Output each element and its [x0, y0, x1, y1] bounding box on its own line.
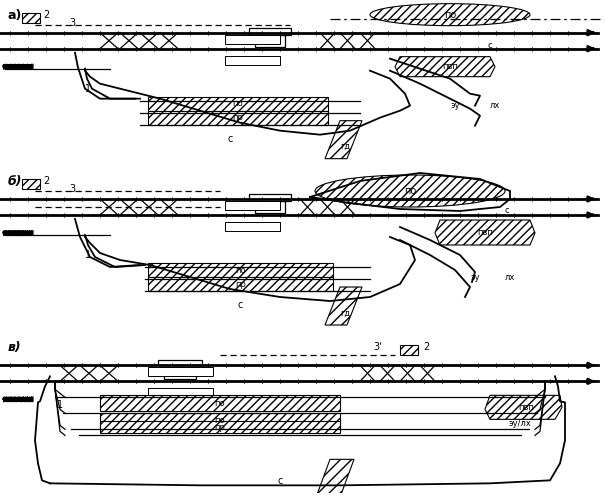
Polygon shape — [395, 57, 495, 77]
Text: эу/лх: эу/лх — [509, 419, 531, 428]
Polygon shape — [316, 460, 354, 498]
Bar — [225, 56, 280, 65]
Text: эу: эу — [470, 272, 480, 281]
Text: пвп: пвп — [442, 62, 458, 71]
Bar — [400, 345, 418, 355]
Bar — [148, 388, 213, 397]
Bar — [148, 111, 328, 125]
Text: а): а) — [8, 8, 22, 21]
Bar — [164, 367, 196, 379]
Text: пвп: пвп — [477, 228, 493, 237]
Text: лх: лх — [490, 101, 500, 110]
Text: по: по — [444, 9, 456, 19]
Text: 1: 1 — [85, 250, 91, 260]
Text: эу: эу — [450, 101, 460, 110]
Polygon shape — [485, 395, 562, 419]
Polygon shape — [325, 121, 362, 159]
Text: 2: 2 — [43, 9, 49, 19]
Text: с: с — [237, 300, 243, 310]
Text: по: по — [233, 99, 243, 108]
Text: 3: 3 — [69, 17, 75, 27]
Bar — [100, 413, 340, 427]
Text: в): в) — [8, 341, 22, 354]
Text: по: по — [404, 186, 416, 196]
Text: 3: 3 — [69, 184, 75, 194]
Bar — [22, 179, 40, 189]
Bar — [225, 34, 280, 44]
Polygon shape — [435, 220, 535, 245]
Text: пвп: пвп — [518, 403, 534, 412]
Text: с: с — [488, 41, 492, 50]
Bar — [255, 34, 285, 47]
Bar — [255, 201, 285, 213]
Text: пр: пр — [235, 279, 246, 288]
Text: 1: 1 — [85, 84, 91, 94]
Bar — [148, 263, 333, 277]
Text: с: с — [277, 477, 283, 487]
Text: по: по — [215, 416, 225, 425]
Text: 2: 2 — [43, 176, 49, 186]
Bar — [100, 421, 340, 433]
Bar — [148, 367, 213, 376]
Text: пр: пр — [232, 113, 243, 122]
Polygon shape — [325, 287, 362, 325]
Text: 1: 1 — [57, 400, 63, 410]
Bar — [100, 395, 340, 411]
Bar — [249, 27, 291, 34]
Text: лх: лх — [505, 272, 515, 281]
Bar — [225, 222, 280, 231]
Ellipse shape — [370, 3, 530, 25]
Text: 2: 2 — [423, 342, 429, 352]
Bar — [157, 360, 203, 367]
Text: гд: гд — [340, 308, 350, 317]
Ellipse shape — [315, 175, 505, 207]
Bar — [148, 277, 333, 291]
Bar — [148, 97, 328, 111]
Text: по: по — [215, 399, 225, 408]
Text: 3': 3' — [374, 342, 382, 352]
Bar — [225, 201, 280, 210]
Text: б): б) — [8, 175, 22, 188]
Text: пр: пр — [215, 423, 226, 432]
Text: с: с — [505, 206, 509, 215]
Text: по: по — [235, 265, 246, 274]
Bar — [22, 12, 40, 22]
Bar — [249, 194, 291, 201]
Text: с: с — [227, 134, 233, 144]
Text: гд: гд — [340, 142, 350, 151]
